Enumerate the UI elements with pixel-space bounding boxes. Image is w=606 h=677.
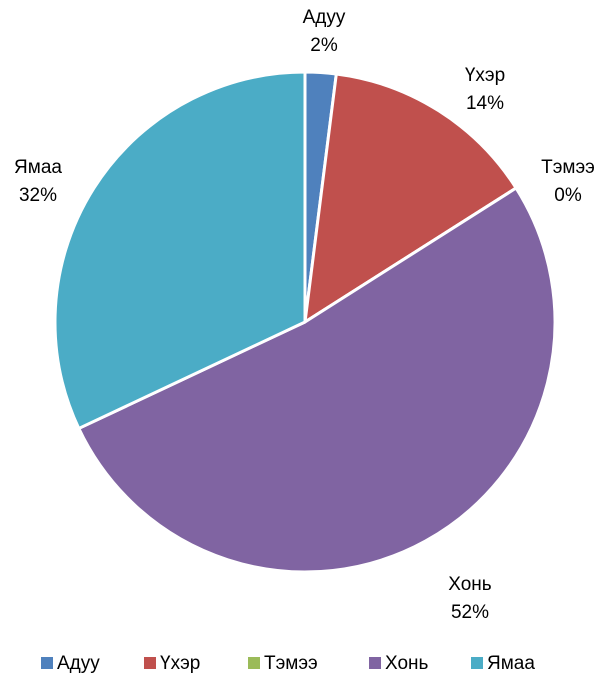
slice-category-label: Үхэр bbox=[465, 65, 505, 86]
slice-value-label: 32% bbox=[19, 185, 57, 206]
legend-label: Адуу bbox=[57, 653, 100, 674]
slice-value-label: 0% bbox=[554, 185, 582, 206]
slice-category-label: Тэмээ bbox=[541, 157, 595, 178]
slice-value-label: 14% bbox=[466, 93, 504, 114]
legend-label: Үхэр bbox=[160, 653, 200, 674]
legend-swatch bbox=[369, 657, 381, 669]
legend-swatch bbox=[471, 657, 483, 669]
pie-slice bbox=[303, 72, 518, 324]
slice-value-label: 2% bbox=[310, 35, 338, 56]
slice-value-label: 52% bbox=[451, 602, 489, 623]
slice-category-label: Ямаа bbox=[14, 157, 62, 178]
legend-label: Хонь bbox=[385, 653, 429, 674]
legend-label: Тэмээ bbox=[264, 653, 318, 674]
pie-slice bbox=[53, 70, 307, 430]
slice-category-label: Хонь bbox=[448, 574, 492, 595]
legend-label: Ямаа bbox=[487, 653, 535, 674]
pie-slice bbox=[77, 186, 557, 574]
legend-swatch bbox=[144, 657, 156, 669]
legend-swatch bbox=[41, 657, 53, 669]
legend-swatch bbox=[248, 657, 260, 669]
slice-category-label: Адуу bbox=[303, 7, 346, 28]
